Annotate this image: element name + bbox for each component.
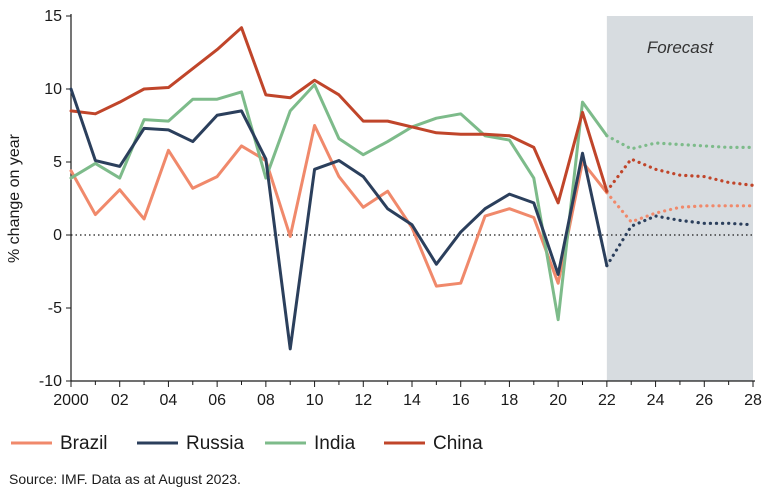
source-note: Source: IMF. Data as at August 2023.	[9, 471, 241, 487]
x-tick-label: 08	[257, 392, 275, 409]
x-tick-label: 10	[306, 392, 324, 409]
x-tick-label: 22	[598, 392, 616, 409]
x-tick-label: 20	[549, 392, 567, 409]
legend-label-brazil: Brazil	[60, 433, 108, 454]
x-tick-label: 18	[501, 392, 519, 409]
x-tick-label: 02	[111, 392, 129, 409]
y-tick-label: 15	[44, 8, 62, 25]
x-tick-label: 2000	[53, 392, 89, 409]
y-tick-label: -10	[39, 373, 62, 390]
forecast-label: Forecast	[647, 38, 714, 57]
forecast-region	[606, 16, 753, 381]
y-tick-label: 0	[53, 227, 62, 244]
legend-label-china: China	[433, 433, 483, 454]
x-tick-label: 16	[452, 392, 470, 409]
y-tick-label: 5	[53, 154, 62, 171]
x-tick-label: 24	[647, 392, 665, 409]
series-forecast-brazil	[605, 191, 755, 224]
x-tick-label: 28	[744, 392, 762, 409]
legend-label-russia: Russia	[186, 433, 245, 454]
x-tick-label: 14	[403, 392, 421, 409]
x-tick-label: 04	[160, 392, 178, 409]
series-forecast-russia	[605, 214, 755, 268]
legend-label-india: India	[314, 433, 356, 454]
y-tick-label: -5	[48, 300, 62, 317]
x-tick-label: 12	[354, 392, 372, 409]
series-line-india	[69, 83, 609, 322]
series-line-russia	[69, 87, 609, 351]
x-tick-label: 06	[208, 392, 226, 409]
series-forecast-china	[605, 157, 755, 193]
x-tick-label: 26	[695, 392, 713, 409]
y-tick-label: 10	[44, 81, 62, 98]
series-line-brazil	[69, 124, 609, 288]
series-line-china	[69, 26, 609, 205]
y-axis-label: % change on year	[6, 133, 23, 263]
